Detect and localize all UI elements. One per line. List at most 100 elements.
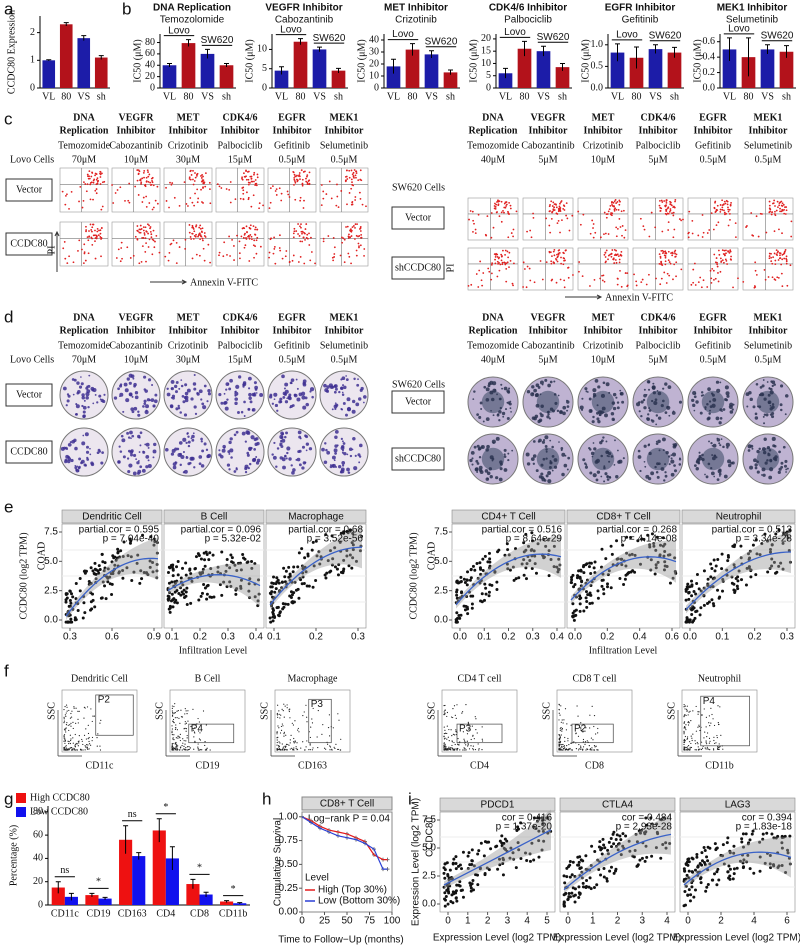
flow-event <box>89 198 92 201</box>
flow-event <box>350 178 353 181</box>
flow-event <box>335 204 338 207</box>
dose: 0.5μM <box>700 354 727 365</box>
colony <box>291 404 295 407</box>
flow-event <box>201 231 203 234</box>
flow-event <box>288 196 291 198</box>
colony <box>554 401 558 405</box>
colony <box>478 455 482 459</box>
flow-event <box>202 239 204 242</box>
colony <box>705 475 709 479</box>
point-cloud <box>347 564 351 568</box>
point-cloud <box>726 836 730 840</box>
point-cloud <box>324 576 328 580</box>
y-tick-label: 0 <box>374 82 379 93</box>
flow-event <box>184 743 186 745</box>
flow-event <box>662 250 665 253</box>
colony <box>767 393 771 397</box>
flow-event <box>660 263 662 266</box>
flow-event <box>353 169 356 171</box>
flow-event <box>490 236 493 239</box>
colony <box>655 442 659 445</box>
x-tick-label: 0.1 <box>165 632 179 643</box>
point-cloud <box>109 572 113 576</box>
point-cloud <box>121 555 125 559</box>
flow-event <box>144 183 147 186</box>
colony <box>754 466 758 470</box>
point-cloud <box>596 596 600 600</box>
annotation: Lovo <box>280 24 302 35</box>
flow-event <box>613 205 615 207</box>
flow-event <box>165 186 167 189</box>
axis-label: Annexin V-FITC <box>190 277 258 288</box>
x-tick-label: VL <box>275 91 288 102</box>
flow-event <box>172 737 174 739</box>
flow-event <box>88 743 91 745</box>
flow-event <box>245 169 247 172</box>
point-cloud <box>479 599 483 603</box>
panel-letter: g <box>4 789 13 808</box>
colony <box>481 446 484 449</box>
colony <box>475 459 479 463</box>
correlation: partial.cor = 0.68 <box>288 525 363 536</box>
confidence-band <box>270 526 362 609</box>
flow-event <box>139 231 142 234</box>
flow-event <box>565 202 568 205</box>
colony <box>305 442 310 446</box>
flow-event <box>139 224 142 227</box>
annotation: SW620 <box>537 32 570 43</box>
flow-event <box>65 728 67 730</box>
colony <box>535 383 540 388</box>
flow-event <box>487 267 490 270</box>
colony <box>785 471 787 473</box>
flow-event <box>498 261 500 264</box>
flow-event <box>770 213 773 216</box>
colony <box>765 413 769 417</box>
flow-event <box>151 179 153 182</box>
flow-event <box>499 263 502 266</box>
point-cloud <box>152 537 156 541</box>
flow-event <box>509 259 512 262</box>
point-cloud <box>87 579 91 583</box>
point-cloud <box>329 569 333 573</box>
flow-event <box>348 255 351 258</box>
flow-event <box>678 218 681 220</box>
colony <box>341 391 344 394</box>
flow-event <box>259 245 262 248</box>
flow-event <box>196 188 199 191</box>
colony <box>526 462 531 466</box>
flow-event <box>350 203 353 206</box>
flow-event <box>494 207 497 210</box>
flow-event <box>72 747 74 749</box>
colony <box>612 392 617 397</box>
point-cloud <box>726 559 730 563</box>
flow-event <box>68 255 71 258</box>
treatment-class: EGFR <box>278 312 307 323</box>
flow-event <box>254 179 257 181</box>
flow-event <box>772 256 775 259</box>
y-tick-label: 0.0 <box>44 615 58 626</box>
colony <box>207 453 212 458</box>
flow-event <box>293 230 296 233</box>
flow-event <box>713 206 716 209</box>
flow-event <box>91 243 94 246</box>
colony <box>124 388 129 393</box>
flow-event <box>661 230 664 233</box>
colony <box>248 396 252 400</box>
colony <box>180 379 183 381</box>
flow-event <box>475 273 478 275</box>
point-cloud <box>166 570 170 574</box>
point-cloud <box>483 871 487 875</box>
point-cloud <box>580 579 584 583</box>
flow-event <box>253 256 255 259</box>
flow-event <box>119 186 122 189</box>
flow-event <box>88 748 90 750</box>
point-cloud <box>455 593 459 597</box>
point-cloud <box>288 594 292 598</box>
flow-event <box>734 236 737 239</box>
point-cloud <box>709 562 713 566</box>
point-cloud <box>87 582 91 586</box>
flow-event <box>187 710 189 712</box>
bar <box>233 903 247 905</box>
flow-event <box>579 223 582 226</box>
point-cloud <box>185 603 189 607</box>
